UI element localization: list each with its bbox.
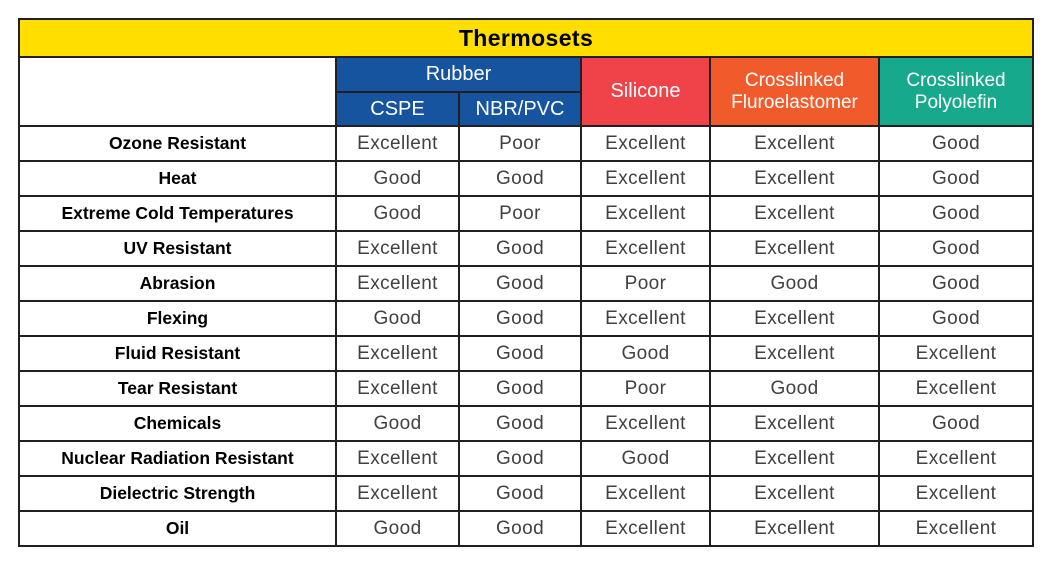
table-row-abrasion: Abrasion Excellent Good Poor Good Good — [18, 265, 1034, 302]
rating-cell: Excellent — [335, 370, 460, 407]
rating-cell: Excellent — [709, 195, 880, 232]
rating-cell: Excellent — [580, 195, 711, 232]
rating-cell: Excellent — [335, 440, 460, 477]
row-label: Heat — [18, 160, 337, 197]
rating-cell: Excellent — [335, 335, 460, 372]
column-header-cspe: CSPE — [335, 91, 460, 127]
rating-cell: Excellent — [709, 510, 880, 547]
rating-cell: Poor — [580, 370, 711, 407]
rating-cell: Good — [709, 370, 880, 407]
table-row-fluid-resistant: Fluid Resistant Excellent Good Good Exce… — [18, 335, 1034, 372]
table-row-ozone-resistant: Ozone Resistant Excellent Poor Excellent… — [18, 125, 1034, 162]
rating-cell: Excellent — [580, 475, 711, 512]
rating-cell: Excellent — [709, 405, 880, 442]
rating-cell: Good — [458, 230, 582, 267]
rating-cell: Good — [335, 160, 460, 197]
rating-cell: Good — [878, 300, 1034, 337]
rating-cell: Good — [878, 405, 1034, 442]
title-row: Thermosets — [18, 18, 1034, 58]
rating-cell: Excellent — [335, 230, 460, 267]
row-label: Chemicals — [18, 405, 337, 442]
rating-cell: Excellent — [878, 475, 1034, 512]
row-label: Abrasion — [18, 265, 337, 302]
rating-cell: Excellent — [580, 160, 711, 197]
row-label: Dielectric Strength — [18, 475, 337, 512]
rating-cell: Good — [458, 265, 582, 302]
row-label: Extreme Cold Temperatures — [18, 195, 337, 232]
rating-cell: Excellent — [878, 370, 1034, 407]
rating-cell: Good — [458, 440, 582, 477]
rating-cell: Excellent — [335, 475, 460, 512]
rating-cell: Good — [580, 440, 711, 477]
rating-cell: Excellent — [878, 440, 1034, 477]
rating-cell: Good — [335, 405, 460, 442]
rating-cell: Good — [709, 265, 880, 302]
rating-cell: Good — [335, 195, 460, 232]
table-row-oil: Oil Good Good Excellent Excellent Excell… — [18, 510, 1034, 547]
table-row-uv-resistant: UV Resistant Excellent Good Excellent Ex… — [18, 230, 1034, 267]
table-row-chemicals: Chemicals Good Good Excellent Excellent … — [18, 405, 1034, 442]
corner-blank-cell — [18, 56, 337, 127]
rating-cell: Good — [878, 230, 1034, 267]
rating-cell: Excellent — [709, 300, 880, 337]
rating-cell: Good — [458, 405, 582, 442]
rating-cell: Good — [878, 125, 1034, 162]
rating-cell: Excellent — [580, 405, 711, 442]
row-label: Flexing — [18, 300, 337, 337]
table-row-extreme-cold-temperatures: Extreme Cold Temperatures Good Poor Exce… — [18, 195, 1034, 232]
rating-cell: Excellent — [580, 125, 711, 162]
table-title: Thermosets — [18, 18, 1034, 58]
rating-cell: Good — [458, 335, 582, 372]
rating-cell: Good — [335, 300, 460, 337]
rating-cell: Poor — [580, 265, 711, 302]
rating-cell: Excellent — [709, 125, 880, 162]
rating-cell: Excellent — [580, 510, 711, 547]
column-header-crosslinked-polyolefin: Crosslinked Polyolefin — [878, 56, 1034, 127]
rating-cell: Excellent — [580, 300, 711, 337]
table-row-flexing: Flexing Good Good Excellent Excellent Go… — [18, 300, 1034, 337]
rating-cell: Good — [458, 510, 582, 547]
rating-cell: Good — [458, 370, 582, 407]
rating-cell: Good — [878, 160, 1034, 197]
rating-cell: Good — [335, 510, 460, 547]
table-row-heat: Heat Good Good Excellent Excellent Good — [18, 160, 1034, 197]
header-sub-row: CSPE NBR/PVC — [19, 91, 1033, 127]
column-header-nbr-pvc: NBR/PVC — [458, 91, 582, 127]
rating-cell: Excellent — [709, 230, 880, 267]
column-group-rubber: Rubber — [335, 56, 582, 93]
row-label: Ozone Resistant — [18, 125, 337, 162]
table-row-nuclear-radiation-resistant: Nuclear Radiation Resistant Excellent Go… — [18, 440, 1034, 477]
header-group-row: Rubber Silicone Crosslinked Fluroelastom… — [18, 56, 1034, 127]
rating-cell: Excellent — [335, 265, 460, 302]
rating-cell: Good — [878, 265, 1034, 302]
row-label: Nuclear Radiation Resistant — [18, 440, 337, 477]
rating-cell: Excellent — [709, 160, 880, 197]
rating-cell: Excellent — [335, 125, 460, 162]
rating-cell: Excellent — [709, 475, 880, 512]
row-label: Fluid Resistant — [18, 335, 337, 372]
rating-cell: Excellent — [878, 510, 1034, 547]
rating-cell: Poor — [458, 125, 582, 162]
rating-cell: Good — [580, 335, 711, 372]
column-header-silicone: Silicone — [580, 56, 711, 127]
rating-cell: Excellent — [709, 335, 880, 372]
row-label: UV Resistant — [18, 230, 337, 267]
row-label: Tear Resistant — [18, 370, 337, 407]
rating-cell: Good — [878, 195, 1034, 232]
row-label: Oil — [18, 510, 337, 547]
rating-cell: Good — [458, 475, 582, 512]
table-row-tear-resistant: Tear Resistant Excellent Good Poor Good … — [18, 370, 1034, 407]
page: Thermosets Rubber Silicone Crosslinked F… — [18, 18, 1034, 547]
rating-cell: Good — [458, 160, 582, 197]
rating-cell: Excellent — [878, 335, 1034, 372]
column-header-crosslinked-fluroelastomer: Crosslinked Fluroelastomer — [709, 56, 880, 127]
rating-cell: Excellent — [580, 230, 711, 267]
rating-cell: Poor — [458, 195, 582, 232]
rating-cell: Excellent — [709, 440, 880, 477]
thermosets-table: Thermosets Rubber Silicone Crosslinked F… — [18, 18, 1034, 547]
rating-cell: Good — [458, 300, 582, 337]
table-row-dielectric-strength: Dielectric Strength Excellent Good Excel… — [18, 475, 1034, 512]
